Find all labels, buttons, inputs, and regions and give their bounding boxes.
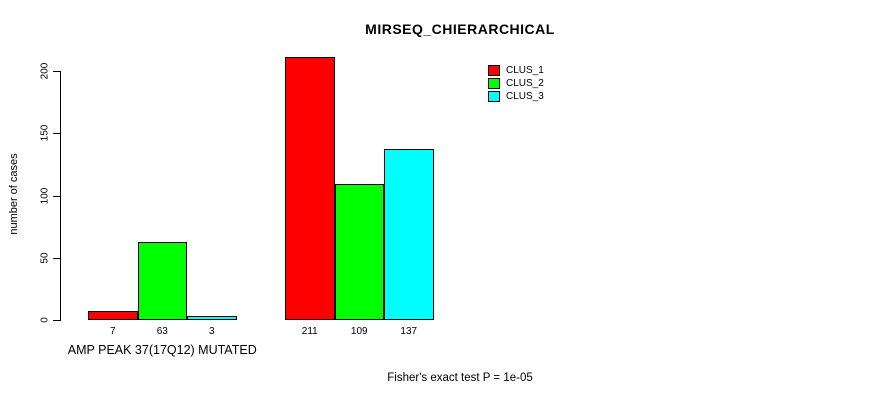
y-tick-label: 0: [39, 317, 51, 323]
legend-label: CLUS_2: [506, 78, 544, 89]
y-axis-line: [60, 71, 61, 321]
bar-value-label: 7: [109, 326, 116, 337]
legend-swatch-icon: [488, 65, 500, 76]
y-tick-label: 50: [39, 252, 51, 264]
bar-clus_1-group1: [88, 311, 138, 320]
bar-clus_1-group2: [285, 57, 335, 320]
y-tick-label: 200: [39, 62, 51, 80]
y-tick-mark: [53, 133, 60, 135]
legend-item-clus_1: CLUS_1: [488, 64, 544, 77]
bar-value-label: 3: [208, 326, 215, 337]
bar-clus_2-group2: [334, 184, 384, 320]
bar-value-label: 109: [350, 326, 368, 337]
y-axis-title: number of cases: [8, 153, 20, 235]
chart-title: MIRSEQ_CHIERARCHICAL: [365, 21, 555, 37]
y-tick-label: 100: [39, 187, 51, 204]
legend-swatch-icon: [488, 91, 500, 102]
legend-swatch-icon: [488, 78, 500, 89]
legend-item-clus_2: CLUS_2: [488, 77, 544, 90]
y-tick-label: 150: [39, 124, 51, 142]
bar-clus_3-group2: [384, 149, 434, 320]
legend-label: CLUS_3: [506, 91, 544, 102]
y-tick-mark: [53, 195, 60, 197]
legend-item-clus_3: CLUS_3: [488, 90, 544, 103]
bar-value-label: 137: [400, 326, 418, 337]
bar-value-label: 211: [301, 326, 318, 337]
legend-label: CLUS_1: [506, 65, 544, 76]
y-tick-mark: [53, 71, 60, 72]
x-group-label: AMP PEAK 37(17Q12) MUTATED: [67, 343, 257, 357]
bar-value-label: 63: [156, 326, 168, 337]
bar-clus_2-group1: [137, 241, 187, 320]
stat-annotation: Fisher's exact test P = 1e-05: [387, 372, 533, 384]
bar-clus_3-group1: [187, 316, 237, 320]
y-tick-mark: [53, 320, 60, 321]
y-tick-mark: [53, 257, 60, 259]
legend: CLUS_1 CLUS_2 CLUS_3: [488, 64, 544, 103]
